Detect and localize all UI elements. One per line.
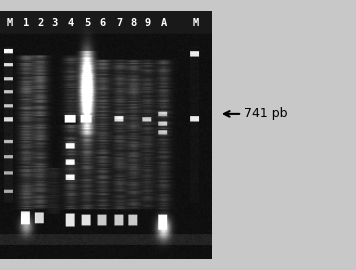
Text: M: M	[6, 18, 12, 28]
Text: 5: 5	[84, 18, 90, 28]
Text: 1: 1	[23, 18, 30, 28]
Text: 9: 9	[145, 18, 151, 28]
Text: M: M	[192, 18, 199, 28]
Text: A: A	[161, 18, 167, 28]
Text: 3: 3	[51, 18, 57, 28]
Text: 6: 6	[100, 18, 106, 28]
Text: 2: 2	[37, 18, 43, 28]
Text: 4: 4	[68, 18, 74, 28]
Text: 7: 7	[117, 18, 123, 28]
Text: 741 pb: 741 pb	[244, 107, 287, 120]
Text: 8: 8	[131, 18, 137, 28]
